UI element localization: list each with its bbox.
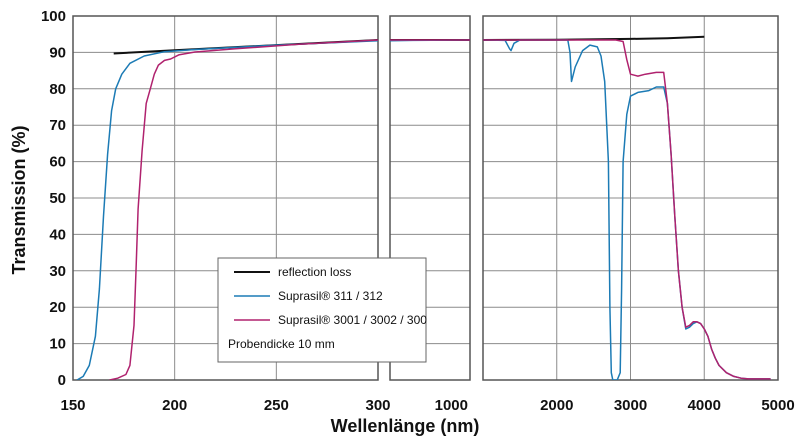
panel-frame-2: [389, 15, 471, 381]
series-line-2: [76, 40, 378, 380]
y-tick-label: 100: [41, 8, 66, 25]
series-line-2: [483, 39, 771, 380]
y-axis-title: Transmission (%): [9, 125, 29, 274]
x-tick-label: 5000: [761, 397, 794, 414]
y-tick-label: 30: [49, 263, 66, 280]
x-tick-label: 250: [264, 397, 289, 414]
x-tick-label: 200: [162, 397, 187, 414]
x-tick-label: 300: [365, 397, 390, 414]
y-tick-label: 0: [58, 372, 66, 389]
y-tick-label: 40: [49, 226, 66, 243]
x-tick-label: 3000: [614, 397, 647, 414]
y-tick-label: 50: [49, 190, 66, 207]
y-tick-label: 70: [49, 117, 66, 134]
y-tick-label: 90: [49, 44, 66, 61]
legend-box: [217, 257, 427, 363]
panel-frame-1: [72, 15, 379, 381]
y-tick-label: 20: [49, 299, 66, 316]
x-tick-label: 1000: [435, 397, 468, 414]
series-line-3: [109, 39, 378, 380]
series-line-3: [483, 39, 771, 380]
y-tick-label: 80: [49, 81, 66, 98]
x-axis-title: Wellenlänge (nm): [331, 416, 480, 436]
legend-entry: reflection loss: [278, 265, 351, 279]
x-tick-label: 2000: [540, 397, 573, 414]
x-tick-label: 4000: [688, 397, 721, 414]
legend-entry: Suprasil® 3001 / 3002 / 300: [278, 313, 427, 327]
panel-frame-3: [482, 15, 779, 381]
legend-note: Probendicke 10 mm: [228, 337, 335, 351]
legend-entry: Suprasil® 311 / 312: [278, 289, 383, 303]
y-tick-label: 60: [49, 154, 66, 171]
y-tick-label: 10: [49, 336, 66, 353]
x-tick-label: 150: [60, 397, 85, 414]
